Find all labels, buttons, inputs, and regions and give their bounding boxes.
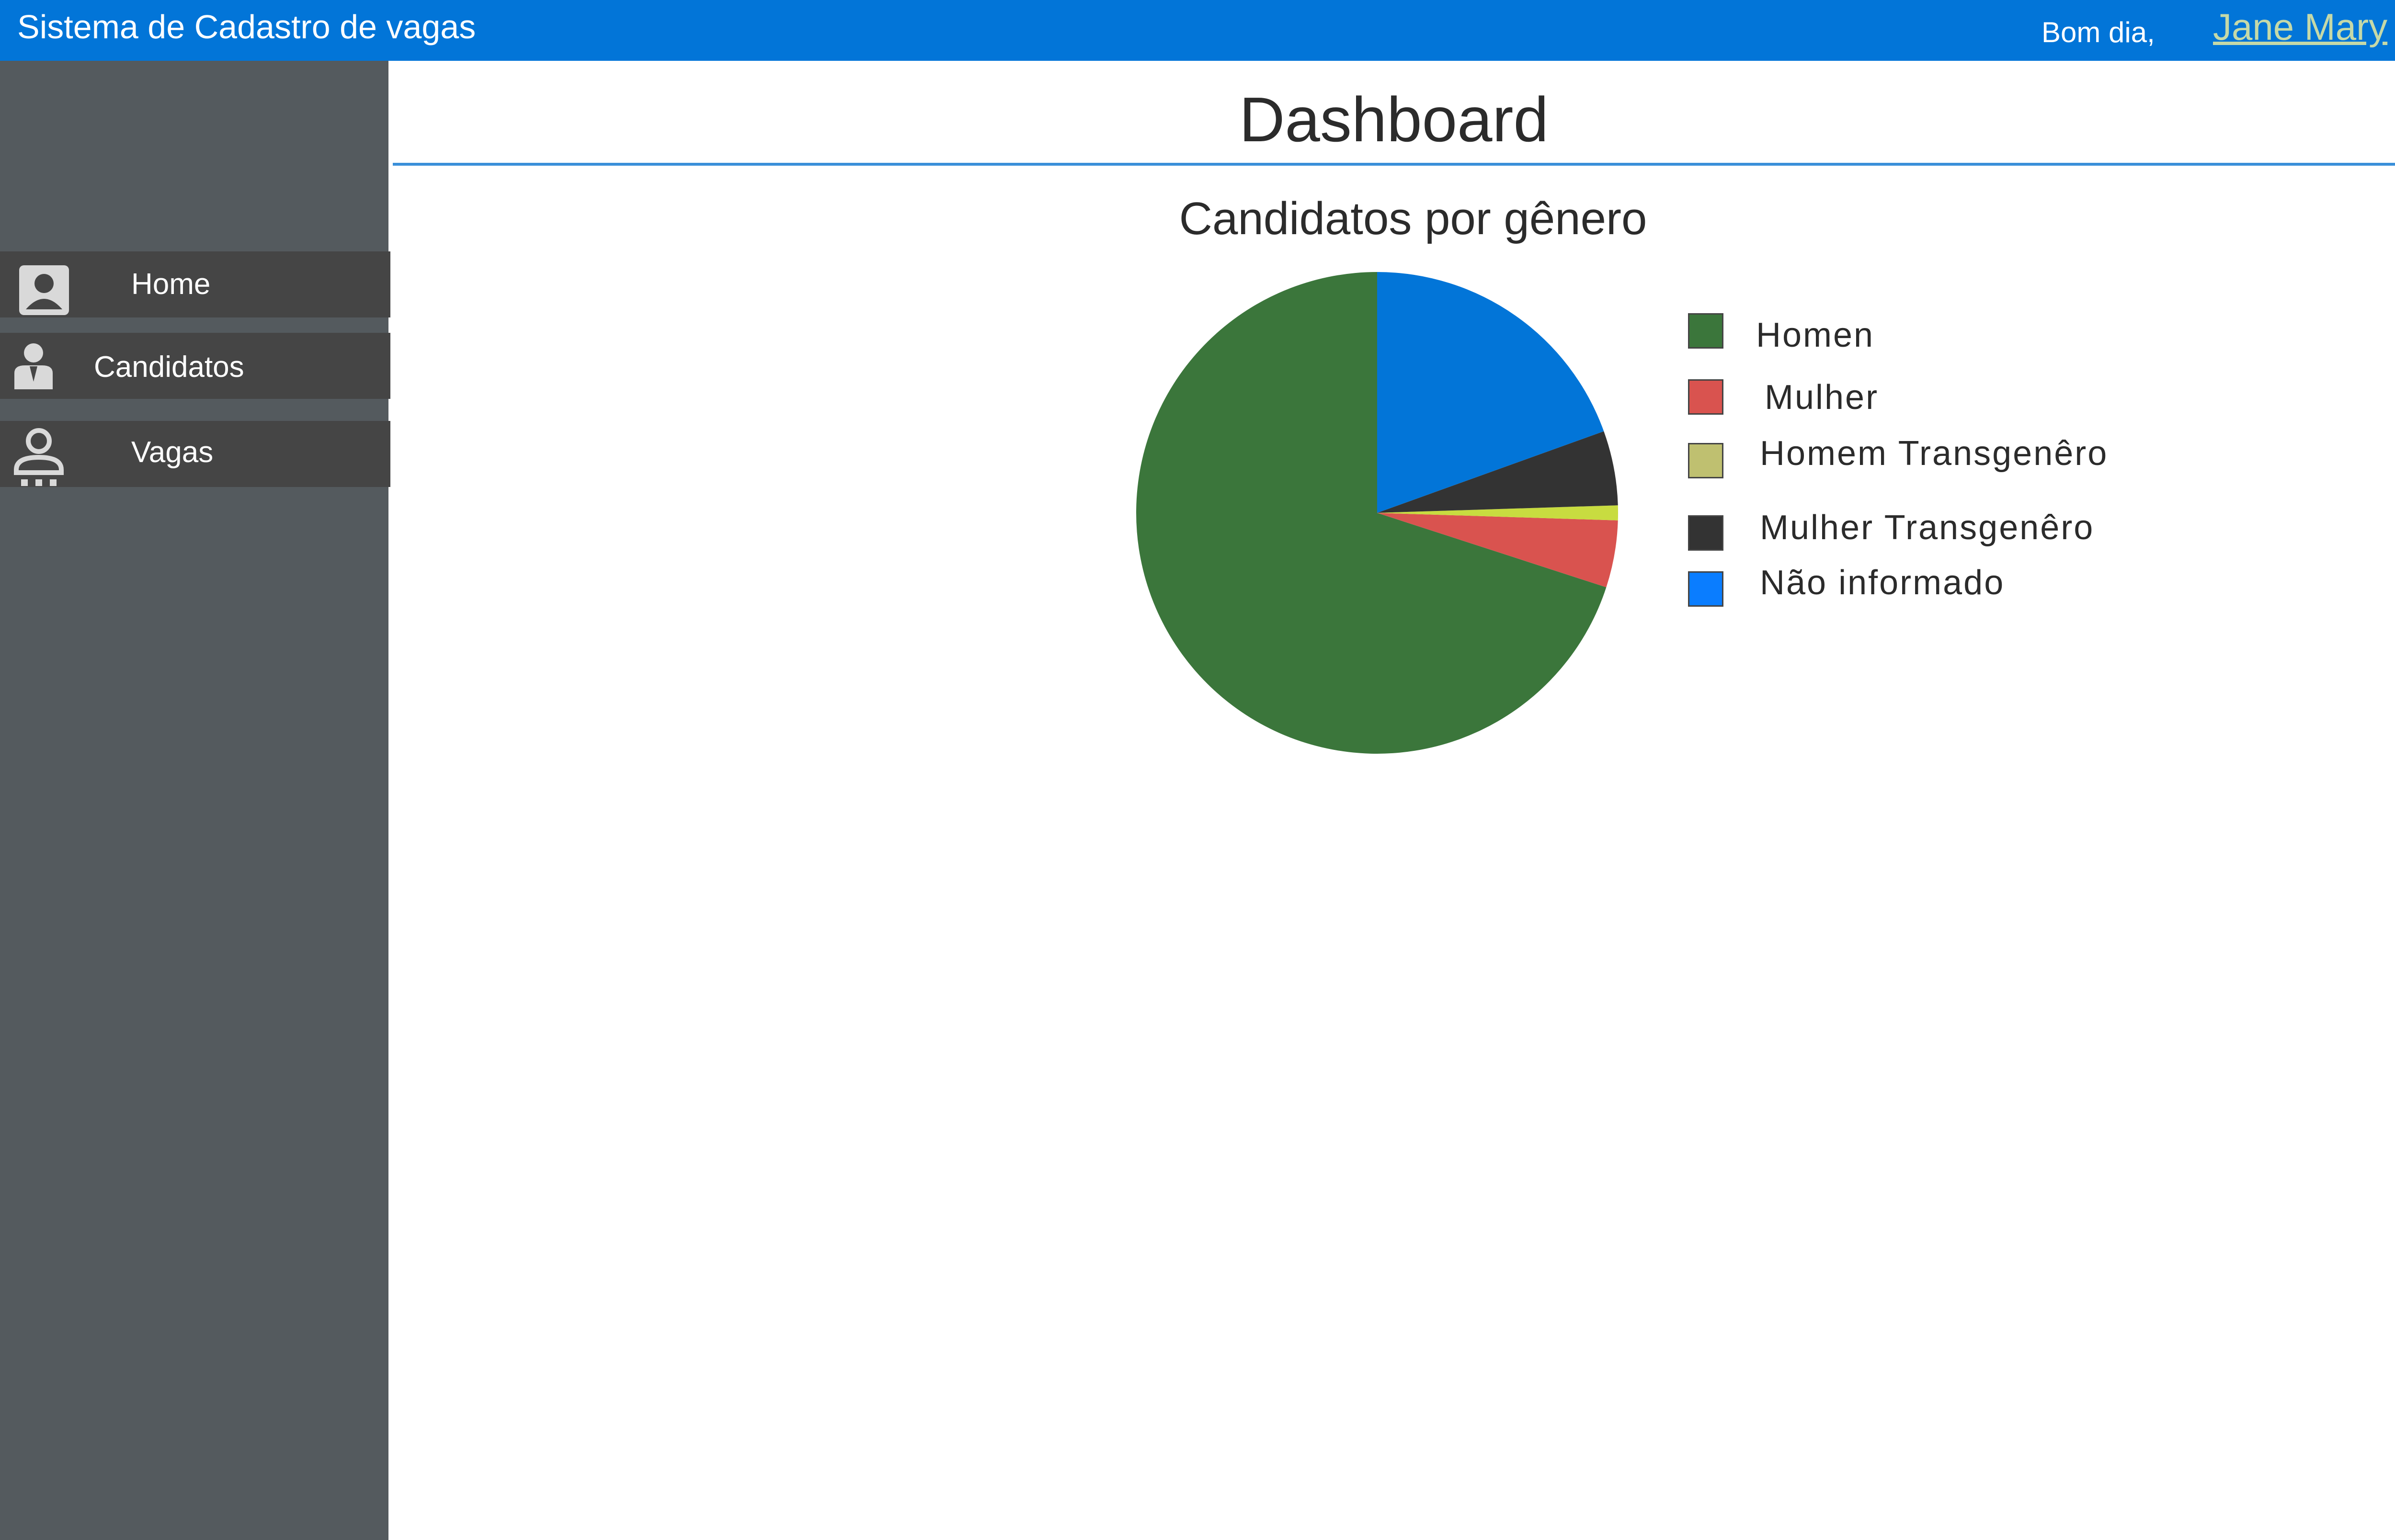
sidebar-item-label: Vagas bbox=[131, 436, 214, 469]
user-card-icon bbox=[17, 263, 71, 319]
legend-swatch bbox=[1688, 515, 1723, 551]
person-desk-icon bbox=[12, 427, 65, 489]
user-name-link[interactable]: Jane Mary bbox=[2213, 6, 2388, 48]
app-title: Sistema de Cadastro de vagas bbox=[17, 8, 476, 45]
legend-label: Mulher bbox=[1765, 378, 1879, 417]
sidebar-item-label: Candidatos bbox=[94, 351, 244, 384]
legend-label: Mulher Transgenêro bbox=[1760, 509, 2095, 547]
pie-slice-5 bbox=[1377, 272, 1604, 513]
pie-slice-4 bbox=[1377, 431, 1618, 513]
legend-label: Homem Transgenêro bbox=[1760, 434, 2109, 473]
sidebar-item-vagas[interactable]: Vagas bbox=[0, 421, 390, 487]
legend-swatch bbox=[1688, 379, 1723, 415]
page-title: Dashboard bbox=[1239, 84, 1549, 155]
legend-swatch bbox=[1688, 571, 1723, 607]
pie-slice-1 bbox=[1136, 272, 1607, 754]
sidebar-item-home[interactable]: Home bbox=[0, 251, 390, 317]
legend-swatch bbox=[1688, 443, 1723, 478]
person-suit-icon bbox=[11, 341, 57, 392]
title-divider bbox=[393, 163, 2395, 166]
pie-slice-3 bbox=[1377, 505, 1618, 521]
chart-title: Candidatos por gênero bbox=[1179, 193, 1647, 244]
legend-label: Não informado bbox=[1760, 564, 2005, 602]
sidebar: Home Candidatos Vagas bbox=[0, 61, 390, 1540]
pie-chart bbox=[1136, 272, 1618, 754]
legend-swatch bbox=[1688, 313, 1723, 349]
greeting-text: Bom dia, bbox=[2041, 16, 2155, 48]
sidebar-item-label: Home bbox=[131, 268, 211, 301]
sidebar-item-candidatos[interactable]: Candidatos bbox=[0, 333, 390, 399]
pie-slice-2 bbox=[1377, 513, 1618, 588]
top-bar: Sistema de Cadastro de vagas Bom dia, Ja… bbox=[0, 0, 2395, 61]
legend-label: Homen bbox=[1756, 316, 1875, 354]
